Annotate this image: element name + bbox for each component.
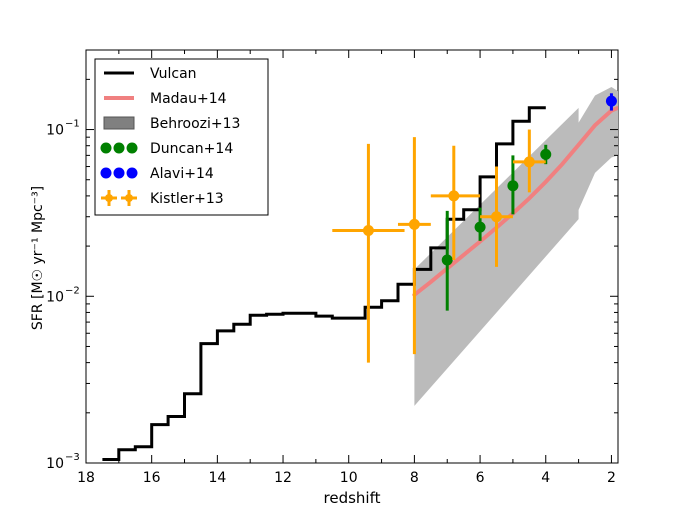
legend-swatch-marker xyxy=(113,167,125,179)
legend-label: Behroozi+13 xyxy=(150,116,240,132)
legend: Vulcan Madau+14 Behroozi+13 Duncan+14 Alavi+… xyxy=(94,58,269,216)
legend-label: Vulcan xyxy=(150,66,197,82)
kistler-marker xyxy=(362,225,374,237)
x-tick-label: 4 xyxy=(541,470,550,486)
x-tick-label: 18 xyxy=(77,470,95,486)
legend-entry-duncan: Duncan+14 xyxy=(100,141,233,157)
legend-entry-madau: Madau+14 xyxy=(104,91,227,107)
kistler-marker xyxy=(408,218,420,230)
legend-swatch-marker xyxy=(100,142,112,154)
legend-swatch-marker xyxy=(100,167,112,179)
y-tick-exponent: −1 xyxy=(65,119,80,130)
kistler-point-1 xyxy=(397,137,431,355)
madau-curve xyxy=(412,105,618,297)
x-tick-label: 2 xyxy=(607,470,616,486)
y-axis-label: SFR [M☉ yr⁻¹ Mpc⁻³] xyxy=(30,186,46,330)
duncan-marker xyxy=(507,180,519,192)
legend-entry-behroozi: Behroozi+13 xyxy=(103,116,240,132)
legend-swatch-marker xyxy=(113,142,125,154)
x-tick-label: 16 xyxy=(143,470,161,486)
kistler-point-4 xyxy=(512,129,546,193)
behroozi-band xyxy=(414,86,618,406)
y-tick-exponent: −2 xyxy=(65,285,80,296)
duncan-point-1 xyxy=(474,207,486,241)
legend-swatch xyxy=(103,116,135,130)
x-axis-label: redshift xyxy=(324,489,381,507)
legend-entry-vulcan: Vulcan xyxy=(104,66,197,82)
legend-swatch-marker xyxy=(125,194,133,202)
x-tick-label: 8 xyxy=(410,470,419,486)
duncan-marker xyxy=(441,254,453,266)
legend-label: Kistler+13 xyxy=(150,191,224,207)
y-tick-label: 10 xyxy=(46,456,64,472)
kistler-point-0 xyxy=(332,143,405,363)
y-tick-label: 10 xyxy=(46,289,64,305)
x-tick-label: 12 xyxy=(274,470,292,486)
y-tick-exponent: −3 xyxy=(65,452,80,463)
x-tick-label: 6 xyxy=(476,470,485,486)
x-tick-label: 10 xyxy=(340,470,358,486)
alavi-marker xyxy=(605,95,617,107)
legend-box xyxy=(94,58,269,216)
alavi-point-0 xyxy=(605,93,617,111)
kistler-marker xyxy=(448,190,460,202)
legend-entry-alavi: Alavi+14 xyxy=(100,166,214,182)
kistler-marker xyxy=(523,156,535,168)
legend-entry-kistler: Kistler+13 xyxy=(101,190,224,207)
duncan-point-0 xyxy=(441,210,453,311)
kistler-marker xyxy=(490,211,502,223)
duncan-point-2 xyxy=(507,155,519,215)
y-tick-label: 10 xyxy=(46,123,64,139)
legend-label: Duncan+14 xyxy=(150,141,233,157)
duncan-marker xyxy=(540,148,552,160)
duncan-marker xyxy=(474,221,486,233)
legend-swatch-marker xyxy=(126,142,138,154)
x-tick-label: 14 xyxy=(208,470,226,486)
plot-frame xyxy=(85,49,619,464)
kistler-point-3 xyxy=(480,166,513,267)
vulcan-step-line xyxy=(102,106,546,461)
legend-swatch-marker xyxy=(126,167,138,179)
legend-swatch-marker xyxy=(105,194,113,202)
kistler-point-2 xyxy=(430,145,481,261)
legend-label: Madau+14 xyxy=(150,91,227,107)
plot-area xyxy=(102,86,618,461)
legend-label: Alavi+14 xyxy=(150,166,214,182)
